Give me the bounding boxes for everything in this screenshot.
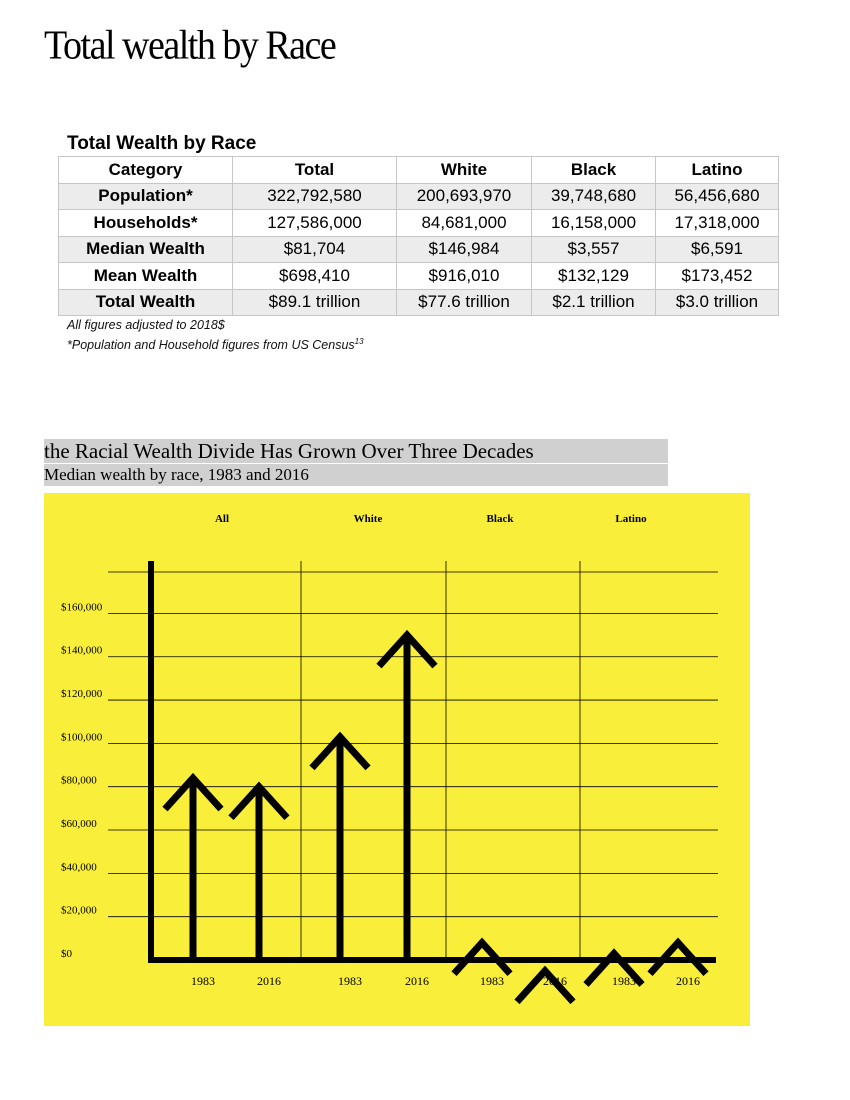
table-cell: Population* [58,182,233,210]
table-cell: 84,681,000 [396,209,532,237]
table-header-cell: Total [232,156,397,184]
table-cell: 127,586,000 [232,209,397,237]
table-cell: $916,010 [396,262,532,290]
y-tick-label: $60,000 [61,818,97,830]
page-title: Total wealth by Race [44,23,337,69]
x-tick-label: 1983 [612,974,636,988]
chart-area: $0 $20,000 $40,000 $60,000 $80,000 $100,000 $1… [44,493,750,1026]
arrow-head [376,629,438,669]
x-tick-label: 1983 [191,974,215,988]
chart-subtitle: Median wealth by race, 1983 and 2016 [44,464,668,486]
table-header-cell: Latino [655,156,779,184]
arrow-head [514,965,576,1005]
y-tick-label: $140,000 [61,645,103,657]
group-label: Black [487,513,515,525]
table-cell: 16,158,000 [531,209,656,237]
arrow-head [228,781,290,821]
y-tick-label: $80,000 [61,775,97,787]
table-cell: $3.0 trillion [655,288,779,316]
table-cell: $77.6 trillion [396,288,532,316]
table-row: Median Wealth $81,704 $146,984 $3,557 $6… [58,235,779,263]
table-row: Population* 322,792,580 200,693,970 39,7… [58,182,779,210]
group-label: Latino [615,513,647,525]
y-tick-label: $0 [61,948,73,960]
table-note-adjusted: All figures adjusted to 2018$ [67,318,225,332]
table-cell: $698,410 [232,262,397,290]
group-label: White [354,513,383,525]
y-tick-label: $40,000 [61,861,97,873]
wealth-table: Category Total White Black Latino Popula… [58,156,779,316]
group-label: All [215,513,229,525]
x-tick-label: 2016 [405,974,429,988]
arrow-head [309,731,371,771]
chart-svg: $0 $20,000 $40,000 $60,000 $80,000 $100,000 $1… [61,513,718,1005]
table-cell: 17,318,000 [655,209,779,237]
arrow-head [162,772,224,812]
y-tick-label: $100,000 [61,731,103,743]
table-note-source: *Population and Household figures from U… [67,337,364,352]
table-cell: $89.1 trillion [232,288,397,316]
x-tick-label: 2016 [543,974,567,988]
table-header-cell: White [396,156,532,184]
arrow-head [583,948,645,987]
x-tick-label: 2016 [257,974,281,988]
table-cell: Mean Wealth [58,262,233,290]
table-title: Total Wealth by Race [67,133,257,154]
table-cell: $173,452 [655,262,779,290]
table-cell: $6,591 [655,235,779,263]
table-header-cell: Black [531,156,656,184]
table-cell: $132,129 [531,262,656,290]
table-cell: Median Wealth [58,235,233,263]
table-cell: 39,748,680 [531,182,656,210]
table-cell: $3,557 [531,235,656,263]
arrow-head [451,937,513,977]
table-row: Households* 127,586,000 84,681,000 16,15… [58,209,779,237]
table-row: Total Wealth $89.1 trillion $77.6 trilli… [58,288,779,316]
table-header-row: Category Total White Black Latino [58,156,779,184]
x-tick-label: 1983 [480,974,504,988]
y-tick-label: $20,000 [61,905,97,917]
chart-title: the Racial Wealth Divide Has Grown Over … [44,439,668,463]
x-tick-label: 1983 [338,974,362,988]
table-header-cell: Category [58,156,233,184]
arrow-head [647,937,709,977]
table-cell: $2.1 trillion [531,288,656,316]
table-note-source-text: *Population and Household figures from U… [67,338,355,353]
table-cell: Households* [58,209,233,237]
table-cell: 200,693,970 [396,182,532,210]
table-cell: $146,984 [396,235,532,263]
table-cell: Total Wealth [58,288,233,316]
y-tick-label: $160,000 [61,601,103,613]
footnote-marker: 13 [354,337,364,346]
table-cell: $81,704 [232,235,397,263]
table-row: Mean Wealth $698,410 $916,010 $132,129 $… [58,262,779,290]
table-cell: 322,792,580 [232,182,397,210]
x-tick-label: 2016 [676,974,700,988]
table-cell: 56,456,680 [655,182,779,210]
y-tick-label: $120,000 [61,688,103,700]
